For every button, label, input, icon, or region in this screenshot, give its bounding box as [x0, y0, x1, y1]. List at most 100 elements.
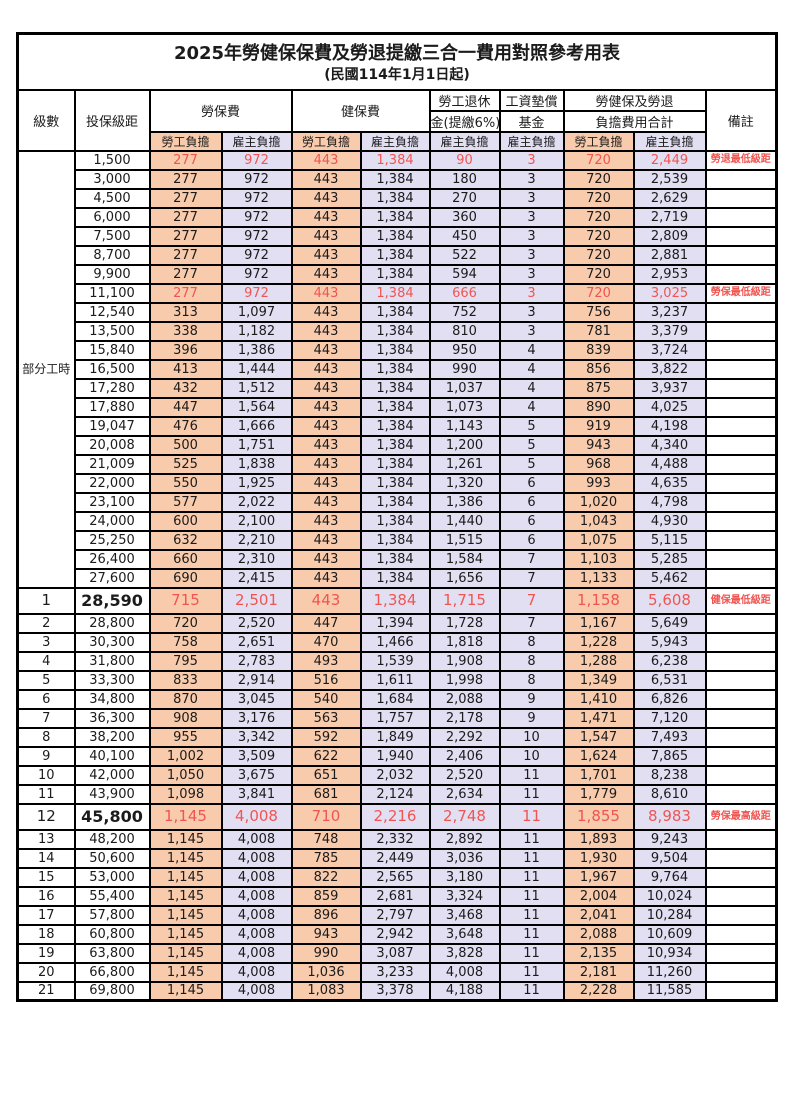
salary-cell: 26,400 — [73, 548, 151, 570]
wage-fund-cell: 9 — [498, 707, 565, 729]
level-cell: 20 — [16, 961, 76, 983]
total-employer-cell: 9,764 — [632, 866, 707, 888]
total-employer-cell: 2,953 — [632, 263, 707, 285]
total-employer-cell: 6,238 — [632, 650, 707, 672]
total-employer-cell: 11,585 — [632, 980, 707, 1002]
remark-cell — [704, 415, 778, 437]
total-employee-cell: 993 — [562, 472, 635, 494]
salary-cell: 63,800 — [73, 942, 151, 964]
health-employee-cell: 990 — [290, 942, 362, 964]
total-employee-cell: 875 — [562, 377, 635, 399]
labor-employer-cell: 2,415 — [220, 567, 293, 589]
total-employer-cell: 2,719 — [632, 206, 707, 228]
labor-employee-cell: 396 — [148, 339, 223, 361]
wage-fund-cell: 6 — [498, 491, 565, 513]
labor-employee-cell: 1,145 — [148, 961, 223, 983]
level-cell: 21 — [16, 980, 76, 1002]
total-employee-cell: 1,547 — [562, 726, 635, 748]
labor-employer-cell: 972 — [220, 168, 293, 190]
labor-employee-cell: 277 — [148, 225, 223, 247]
pension-cell: 3,324 — [428, 885, 501, 907]
header-total-line2: 負擔費用合計 — [562, 109, 707, 133]
labor-employee-cell: 277 — [148, 244, 223, 266]
pension-cell: 2,748 — [428, 802, 501, 831]
labor-employee-cell: 550 — [148, 472, 223, 494]
table-row: 2 28,800 720 2,520 447 1,394 1,728 7 1,1… — [16, 612, 778, 634]
salary-cell: 6,000 — [73, 206, 151, 228]
health-employee-cell: 443 — [290, 149, 362, 171]
wage-fund-cell: 10 — [498, 726, 565, 748]
header-total-line1: 勞健保及勞退 — [562, 88, 707, 112]
table-row: 部分工時 1,500 277 972 443 1,384 90 3 720 2,… — [16, 149, 778, 589]
total-employee-cell: 1,167 — [562, 612, 635, 634]
salary-cell: 38,200 — [73, 726, 151, 748]
health-employer-cell: 1,384 — [359, 434, 431, 456]
labor-employee-cell: 577 — [148, 491, 223, 513]
total-employer-cell: 7,120 — [632, 707, 707, 729]
total-employee-cell: 720 — [562, 168, 635, 190]
salary-cell: 22,000 — [73, 472, 151, 494]
remark-cell — [704, 885, 778, 907]
health-employee-cell: 443 — [290, 472, 362, 494]
total-employer-cell: 8,238 — [632, 764, 707, 786]
table-row: 11,100 277 972 443 1,384 666 3 720 3,025… — [18, 282, 778, 304]
level-cell: 9 — [16, 745, 76, 767]
wage-fund-cell: 8 — [498, 650, 565, 672]
health-employer-cell: 1,384 — [359, 301, 431, 323]
labor-employer-cell: 1,666 — [220, 415, 293, 437]
labor-employer-cell: 4,008 — [220, 923, 293, 945]
pension-cell: 1,818 — [428, 631, 501, 653]
pension-cell: 1,261 — [428, 453, 501, 475]
labor-employer-cell: 2,501 — [220, 586, 293, 615]
table-row: 14 50,600 1,145 4,008 785 2,449 3,036 11… — [16, 847, 778, 869]
remark-cell — [704, 923, 778, 945]
total-employee-cell: 756 — [562, 301, 635, 323]
total-employer-cell: 3,237 — [632, 301, 707, 323]
remark-cell: 勞保最低級距 — [704, 282, 778, 304]
health-employee-cell: 651 — [290, 764, 362, 786]
total-employer-cell: 7,493 — [632, 726, 707, 748]
total-employer-cell: 6,531 — [632, 669, 707, 691]
pension-cell: 522 — [428, 244, 501, 266]
remark-cell — [704, 434, 778, 456]
wage-fund-cell: 5 — [498, 453, 565, 475]
health-employee-cell: 443 — [290, 434, 362, 456]
health-employee-cell: 447 — [290, 612, 362, 634]
pension-cell: 1,908 — [428, 650, 501, 672]
total-employer-cell: 3,724 — [632, 339, 707, 361]
total-employee-cell: 856 — [562, 358, 635, 380]
remark-cell: 勞退最低級距 — [704, 149, 778, 171]
total-employee-cell: 1,133 — [562, 567, 635, 589]
health-employer-cell: 1,940 — [359, 745, 431, 767]
table-row: 15,840 396 1,386 443 1,384 950 4 839 3,7… — [18, 339, 778, 361]
header-health-insurance: 健保費 — [290, 88, 431, 133]
total-employer-cell: 2,449 — [632, 149, 707, 171]
remark-cell — [704, 866, 778, 888]
labor-employee-cell: 447 — [148, 396, 223, 418]
salary-cell: 24,000 — [73, 510, 151, 532]
health-employee-cell: 681 — [290, 783, 362, 805]
header-row-2: 金(提繳6%) 基金 負擔費用合計 — [18, 109, 777, 133]
labor-employee-cell: 1,145 — [148, 942, 223, 964]
wage-fund-cell: 11 — [498, 802, 565, 831]
remark-cell — [704, 491, 778, 513]
labor-employer-cell: 1,182 — [220, 320, 293, 342]
remark-cell — [704, 567, 778, 589]
labor-employee-cell: 432 — [148, 377, 223, 399]
total-employer-cell: 5,115 — [632, 529, 707, 551]
header-salary-bracket: 投保級距 — [73, 88, 151, 152]
pension-cell: 2,088 — [428, 688, 501, 710]
total-employer-cell: 2,539 — [632, 168, 707, 190]
header-labor-insurance: 勞保費 — [148, 88, 293, 133]
salary-cell: 27,600 — [73, 567, 151, 589]
labor-employer-cell: 1,444 — [220, 358, 293, 380]
remark-cell — [704, 726, 778, 748]
total-employee-cell: 890 — [562, 396, 635, 418]
wage-fund-cell: 11 — [498, 866, 565, 888]
health-employee-cell: 785 — [290, 847, 362, 869]
pension-cell: 2,634 — [428, 783, 501, 805]
total-employer-cell: 4,635 — [632, 472, 707, 494]
health-employee-cell: 443 — [290, 548, 362, 570]
wage-fund-cell: 9 — [498, 688, 565, 710]
wage-fund-cell: 3 — [498, 244, 565, 266]
